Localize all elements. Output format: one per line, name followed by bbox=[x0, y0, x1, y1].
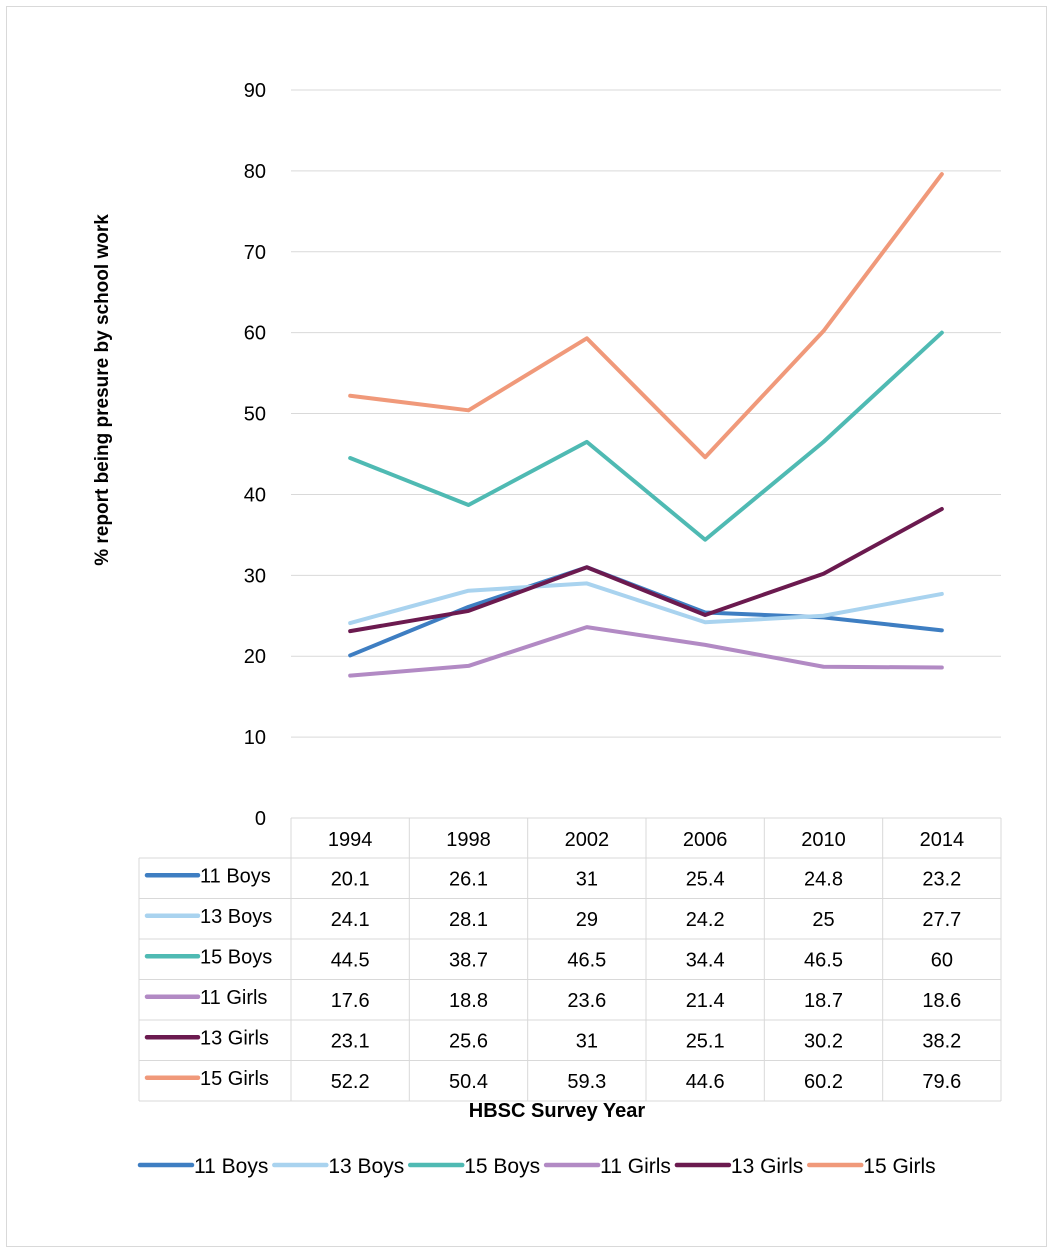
y-tick-label: 70 bbox=[244, 242, 266, 264]
x-category-label: 2014 bbox=[920, 829, 965, 851]
y-tick-label: 80 bbox=[244, 161, 266, 183]
y-axis-ticks: 0 10 20 30 40 50 60 70 80 90 bbox=[244, 80, 266, 830]
data-label: 23.6 bbox=[567, 990, 606, 1012]
data-label: 25 bbox=[812, 909, 834, 931]
data-label: 24.8 bbox=[804, 868, 843, 890]
data-label: 20.1 bbox=[331, 868, 370, 890]
gridlines bbox=[291, 89, 1001, 738]
series-line-15-boys bbox=[348, 330, 944, 542]
data-label: 44.5 bbox=[331, 949, 370, 971]
data-label: 18.8 bbox=[449, 990, 488, 1012]
data-label: 28.1 bbox=[449, 909, 488, 931]
table-series-name: 11 Girls bbox=[200, 987, 267, 1009]
data-label: 52.2 bbox=[331, 1071, 370, 1093]
data-label: 59.3 bbox=[567, 1071, 606, 1093]
y-tick-label: 20 bbox=[244, 646, 266, 668]
data-label: 31 bbox=[576, 1030, 598, 1052]
x-category-label: 2010 bbox=[801, 829, 846, 851]
x-category-label: 1994 bbox=[328, 829, 373, 851]
data-label: 50.4 bbox=[449, 1071, 488, 1093]
data-label: 27.7 bbox=[922, 909, 961, 931]
x-category-label: 2006 bbox=[683, 829, 728, 851]
table-series-name: 13 Girls bbox=[200, 1027, 269, 1049]
data-label: 30.2 bbox=[804, 1030, 843, 1052]
data-label: 34.4 bbox=[686, 949, 725, 971]
data-label: 31 bbox=[576, 868, 598, 890]
data-label: 18.6 bbox=[922, 990, 961, 1012]
legend-entry: 13 Girls bbox=[731, 1155, 803, 1178]
data-label: 23.2 bbox=[922, 868, 961, 890]
table-series-name: 11 Boys bbox=[200, 865, 271, 887]
data-label: 44.6 bbox=[686, 1071, 725, 1093]
series-line-15-girls bbox=[348, 172, 944, 460]
data-label: 26.1 bbox=[449, 868, 488, 890]
data-table: 1994 1998 2002 2006 2010 2014 11 Boys 20.1 26.1 3… bbox=[138, 817, 1002, 1102]
y-tick-label: 60 bbox=[244, 323, 266, 345]
y-tick-label: 30 bbox=[244, 565, 266, 587]
data-label: 18.7 bbox=[804, 990, 843, 1012]
data-label: 46.5 bbox=[567, 949, 606, 971]
data-label: 25.4 bbox=[686, 868, 725, 890]
data-label: 29 bbox=[576, 909, 598, 931]
data-label: 21.4 bbox=[686, 990, 725, 1012]
data-label: 23.1 bbox=[331, 1030, 370, 1052]
table-series-name: 13 Boys bbox=[200, 906, 272, 928]
legend-entry: 15 Girls bbox=[863, 1155, 935, 1178]
data-label: 25.1 bbox=[686, 1030, 725, 1052]
y-tick-label: 0 bbox=[255, 808, 266, 830]
table-series-name: 15 Boys bbox=[200, 946, 272, 968]
table-series-name: 15 Girls bbox=[200, 1068, 269, 1090]
data-label: 24.1 bbox=[331, 909, 370, 931]
data-label: 46.5 bbox=[804, 949, 843, 971]
legend-entry: 11 Boys bbox=[194, 1155, 268, 1178]
y-tick-label: 50 bbox=[244, 404, 266, 426]
series-line-13-girls bbox=[348, 507, 944, 634]
data-label: 79.6 bbox=[922, 1071, 961, 1093]
data-label: 25.6 bbox=[449, 1030, 488, 1052]
legend-entry: 13 Boys bbox=[328, 1155, 404, 1178]
legend-entry: 11 Girls bbox=[600, 1155, 671, 1178]
y-tick-label: 10 bbox=[244, 727, 266, 749]
data-label: 24.2 bbox=[686, 909, 725, 931]
data-label: 17.6 bbox=[331, 990, 370, 1012]
series-line-13-boys bbox=[348, 581, 944, 626]
data-label: 38.7 bbox=[449, 949, 488, 971]
x-category-label: 1998 bbox=[446, 829, 491, 851]
y-tick-label: 40 bbox=[244, 484, 266, 506]
data-label: 60.2 bbox=[804, 1071, 843, 1093]
series-lines bbox=[348, 172, 944, 678]
legend-entry: 15 Boys bbox=[464, 1155, 540, 1178]
data-label: 38.2 bbox=[922, 1030, 961, 1052]
x-category-label: 2002 bbox=[565, 829, 610, 851]
y-tick-label: 90 bbox=[244, 80, 266, 102]
chart-frame bbox=[6, 6, 1047, 1247]
y-axis-label: % report being presure by school work bbox=[92, 214, 113, 566]
data-label: 60 bbox=[931, 949, 953, 971]
legend: 11 Boys 13 Boys 15 Boys 11 Girls 13 Girls 15 … bbox=[137, 1155, 936, 1178]
series-line-11-girls bbox=[348, 625, 944, 678]
x-axis-label: HBSC Survey Year bbox=[469, 1100, 646, 1122]
